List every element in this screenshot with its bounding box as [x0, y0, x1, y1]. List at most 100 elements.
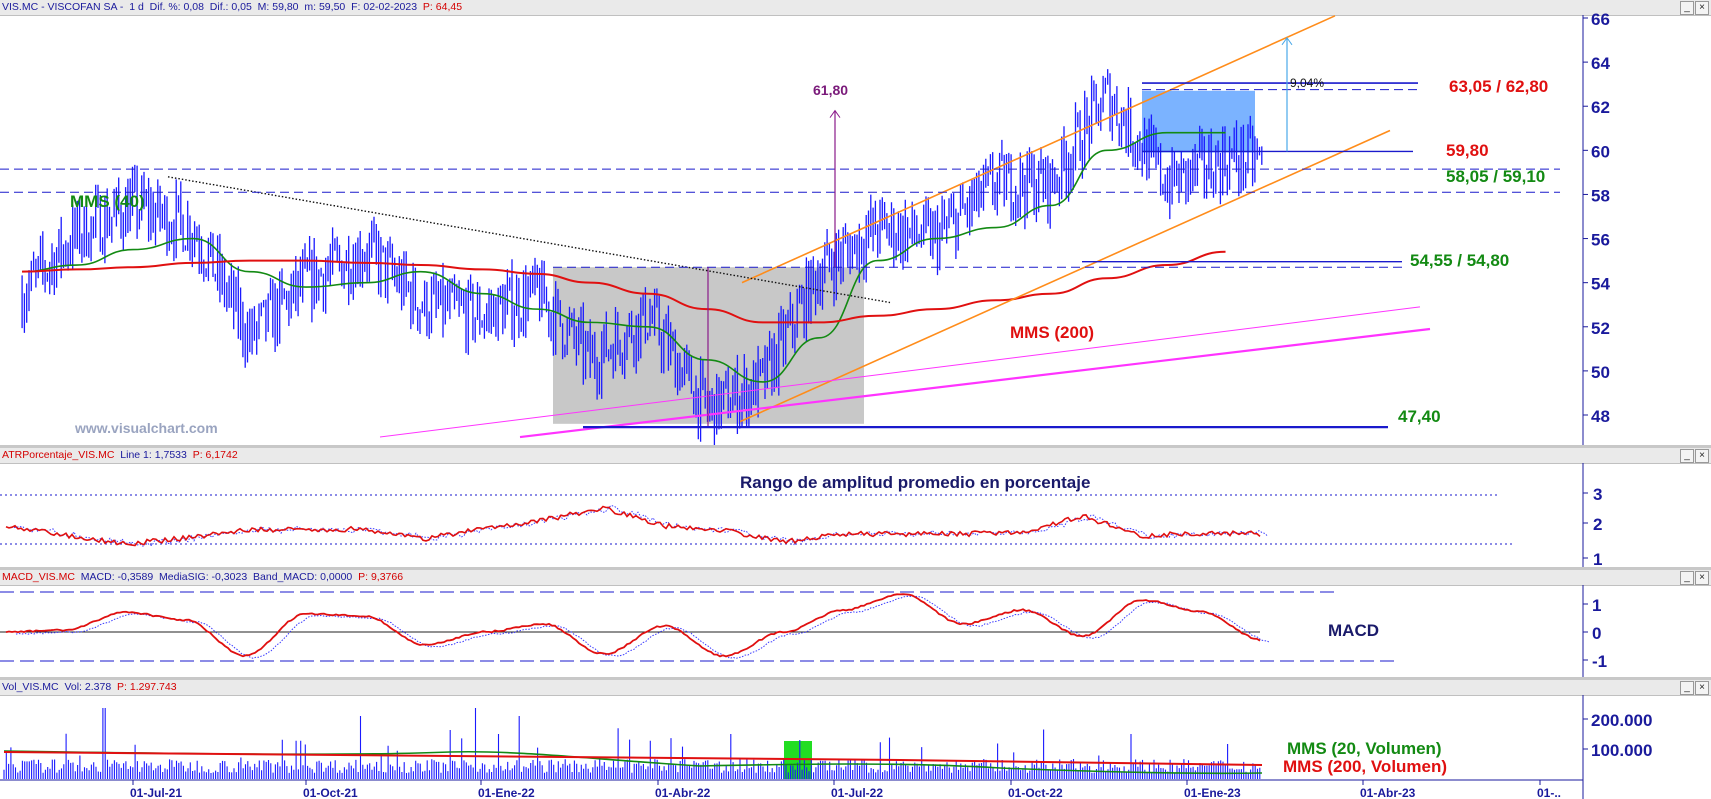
panel-divider[interactable] — [0, 445, 1711, 448]
vol-mms200-line — [3, 751, 1263, 766]
macd-y-tick-label: 0 — [1592, 624, 1601, 643]
macd-band-label: Band_MACD: — [253, 571, 318, 583]
price-y-tick-label: 62 — [1591, 98, 1610, 117]
atr-y-tick-label: 2 — [1593, 515, 1602, 534]
close-button[interactable]: × — [1695, 449, 1709, 463]
minimize-button[interactable]: _ — [1680, 681, 1694, 695]
p-value: 64,45 — [435, 1, 463, 13]
support-line-thick — [519, 327, 1431, 439]
price-panel: VIS.MC - VISCOFAN SA - 1 d Dif. %: 0,08 … — [0, 0, 1711, 445]
atr-chart: 1 2 3 Rango de amplitud promedio en porcent… — [0, 463, 1602, 567]
minimize-button[interactable]: _ — [1680, 571, 1694, 585]
min-value: 59,50 — [318, 1, 346, 13]
atr-header-bar — [0, 448, 1711, 464]
panel-divider[interactable] — [0, 677, 1711, 680]
atr-line — [5, 505, 1261, 547]
macd-sig-label: MediaSIG: — [159, 571, 209, 583]
atr-header: ATRPorcentaje_VIS.MC Line 1: 1,7533 P: 6… — [2, 448, 238, 462]
channel-upper-line — [741, 15, 1336, 284]
close-button[interactable]: × — [1695, 1, 1709, 15]
price-header: VIS.MC - VISCOFAN SA - 1 d Dif. %: 0,08 … — [2, 0, 462, 14]
macd-p-label: P: — [358, 571, 369, 583]
watermark: www.visualchart.com — [74, 420, 218, 436]
vol-y-tick-label: 200.000 — [1591, 711, 1652, 730]
vol-value: 2.378 — [84, 681, 112, 693]
macd-label: MACD: — [80, 571, 115, 583]
atr-y-tick-label: 3 — [1593, 485, 1602, 504]
panel-divider[interactable] — [0, 567, 1711, 570]
mms40-line — [22, 131, 1226, 383]
macd-y-tick-label: -1 — [1592, 652, 1607, 671]
atr-signal-line — [13, 504, 1269, 547]
mms40-label: MMS (40) — [70, 192, 145, 211]
vol-p-value: 1.297.743 — [129, 681, 177, 693]
price-y-tick-label: 64 — [1591, 54, 1610, 73]
dif-value: 0,05 — [231, 1, 252, 13]
level-5455-label: 54,55 / 54,80 — [1410, 251, 1509, 270]
volume-panel: Vol_VIS.MC Vol: 2.378 P: 1.297.743 _ × 1… — [0, 680, 1711, 799]
dif-pct-value: 0,08 — [183, 1, 204, 13]
macd-sig-value: -0,3023 — [211, 571, 248, 583]
x-tick-label: 01-Oct-22 — [1008, 786, 1063, 799]
volume-bars — [3, 708, 1261, 779]
atr-panel: ATRPorcentaje_VIS.MC Line 1: 1,7533 P: 6… — [0, 448, 1711, 567]
price-y-tick-label: 60 — [1591, 142, 1610, 161]
vol-label: Vol: — [64, 681, 82, 693]
atr-line-label: Line 1: — [120, 449, 152, 461]
vol-name: Vol_VIS.MC — [2, 681, 59, 693]
macd-header: MACD_VIS.MC MACD: -0,3589 MediaSIG: -0,3… — [2, 570, 403, 584]
min-label: m: — [304, 1, 317, 13]
price-ticker: VIS.MC - VISCOFAN SA - — [2, 1, 124, 13]
close-button[interactable]: × — [1695, 571, 1709, 585]
vol-p-label: P: — [117, 681, 127, 693]
x-tick-label: 01-.. — [1537, 786, 1561, 799]
vol-legend-mms200: MMS (200, Volumen) — [1283, 757, 1447, 776]
macd-chart: -1 0 1 MACD — [0, 585, 1607, 677]
level-6180-label: 61,80 — [813, 82, 848, 98]
macd-header-bar — [0, 570, 1711, 586]
percent-arrowhead — [1281, 36, 1293, 46]
atr-p-label: P: — [192, 449, 203, 461]
price-y-tick-label: 48 — [1591, 407, 1610, 426]
x-tick-label: 01-Abr-23 — [1360, 786, 1416, 799]
macd-name: MACD_VIS.MC — [2, 571, 75, 583]
mms200-label: MMS (200) — [1010, 323, 1094, 342]
channel-lower-line — [739, 129, 1391, 423]
dif-label: Dif.: — [209, 1, 229, 13]
price-y-tick-label: 50 — [1591, 363, 1610, 382]
level-5980-label: 59,80 — [1446, 141, 1489, 160]
macd-panel: MACD_VIS.MC MACD: -0,3589 MediaSIG: -0,3… — [0, 570, 1711, 677]
date-value: 02-02-2023 — [363, 1, 418, 13]
level-6305-label: 63,05 / 62,80 — [1449, 77, 1548, 96]
x-tick-label: 01-Abr-22 — [655, 786, 711, 799]
level-4740-label: 47,40 — [1398, 407, 1441, 426]
atr-title: Rango de amplitud promedio en porcentaje — [740, 473, 1090, 492]
macd-title: MACD — [1328, 621, 1379, 640]
top-range-box — [1142, 90, 1255, 153]
price-header-bar — [0, 0, 1711, 16]
dif-pct-label: Dif. %: — [149, 1, 181, 13]
minimize-button[interactable]: _ — [1680, 449, 1694, 463]
close-button[interactable]: × — [1695, 681, 1709, 695]
mms200-line — [22, 250, 1226, 324]
vol-legend-mms20: MMS (20, Volumen) — [1287, 739, 1442, 758]
max-value: 59,80 — [272, 1, 299, 13]
atr-y-tick-label: 1 — [1593, 550, 1602, 567]
level-5805-label: 58,05 / 59,10 — [1446, 167, 1545, 186]
vol-header: Vol_VIS.MC Vol: 2.378 P: 1.297.743 — [2, 680, 177, 694]
atr-name: ATRPorcentaje_VIS.MC — [2, 449, 115, 461]
x-tick-label: 01-Ene-23 — [1184, 786, 1241, 799]
atr-p-value: 6,1742 — [205, 449, 238, 461]
measure-arrowhead — [829, 109, 841, 118]
price-y-tick-label: 58 — [1591, 186, 1610, 205]
x-tick-label: 01-Oct-21 — [303, 786, 358, 799]
minimize-button[interactable]: _ — [1680, 1, 1694, 15]
volume-chart: 100.000 200.000 MMS (20, Volumen)MMS (200,… — [0, 695, 1652, 799]
price-y-tick-label: 66 — [1591, 10, 1610, 29]
x-tick-label: 01-Jul-22 — [831, 786, 883, 799]
vol-header-bar — [0, 680, 1711, 696]
atr-line-value: 1,7533 — [154, 449, 187, 461]
price-y-tick-label: 52 — [1591, 319, 1610, 338]
price-bars — [21, 69, 1263, 445]
macd-value: -0,3589 — [117, 571, 154, 583]
